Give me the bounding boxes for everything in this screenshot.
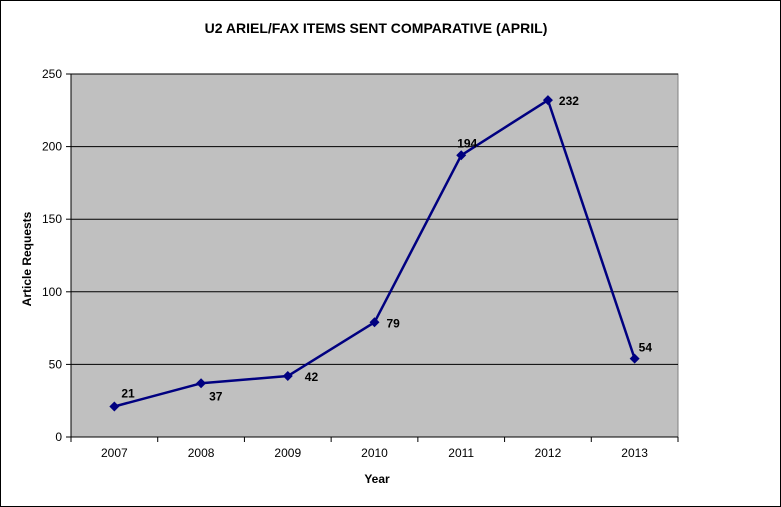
marker-layer [109,95,640,412]
y-axis-ticks: 0 50 100 150 200 250 [42,67,71,444]
x-tick-label: 2013 [621,446,648,460]
data-point-marker [282,371,293,382]
chart-title: U2 ARIEL/FAX ITEMS SENT COMPARATIVE (APR… [205,20,548,36]
data-point-marker [109,401,120,412]
x-tick-label: 2012 [535,446,562,460]
data-label: 37 [209,389,223,403]
x-tick-label: 2007 [101,446,128,460]
data-point-marker [196,378,207,389]
y-tick-label: 0 [55,430,62,444]
data-point-marker [542,95,553,106]
y-tick-label: 100 [42,285,62,299]
x-tick-label: 2010 [361,446,388,460]
axes [70,74,678,438]
y-tick-label: 50 [49,357,63,371]
x-tick-label: 2011 [448,446,474,460]
x-tick-label: 2008 [188,446,215,460]
plot-area [70,73,679,438]
x-tick-label: 2009 [274,446,301,460]
data-label: 79 [387,316,401,330]
data-label-layer: 21 37 42 79 194 232 54 [121,94,652,403]
y-tick-label: 150 [42,212,62,226]
x-axis-ticks: 2007 2008 2009 2010 2011 2012 2013 [70,437,679,460]
data-label: 54 [639,341,653,355]
y-axis-label: Article Requests [20,211,34,306]
data-label: 21 [121,387,135,401]
data-point-marker [369,317,380,328]
x-axis-label: Year [364,472,390,486]
y-tick-label: 200 [42,140,62,154]
data-point-marker [629,353,640,364]
data-label: 194 [457,136,477,150]
y-tick-label: 250 [42,67,62,81]
data-label: 232 [559,94,579,108]
data-label: 42 [305,370,319,384]
gridlines [71,73,678,365]
data-point-marker [456,150,467,161]
